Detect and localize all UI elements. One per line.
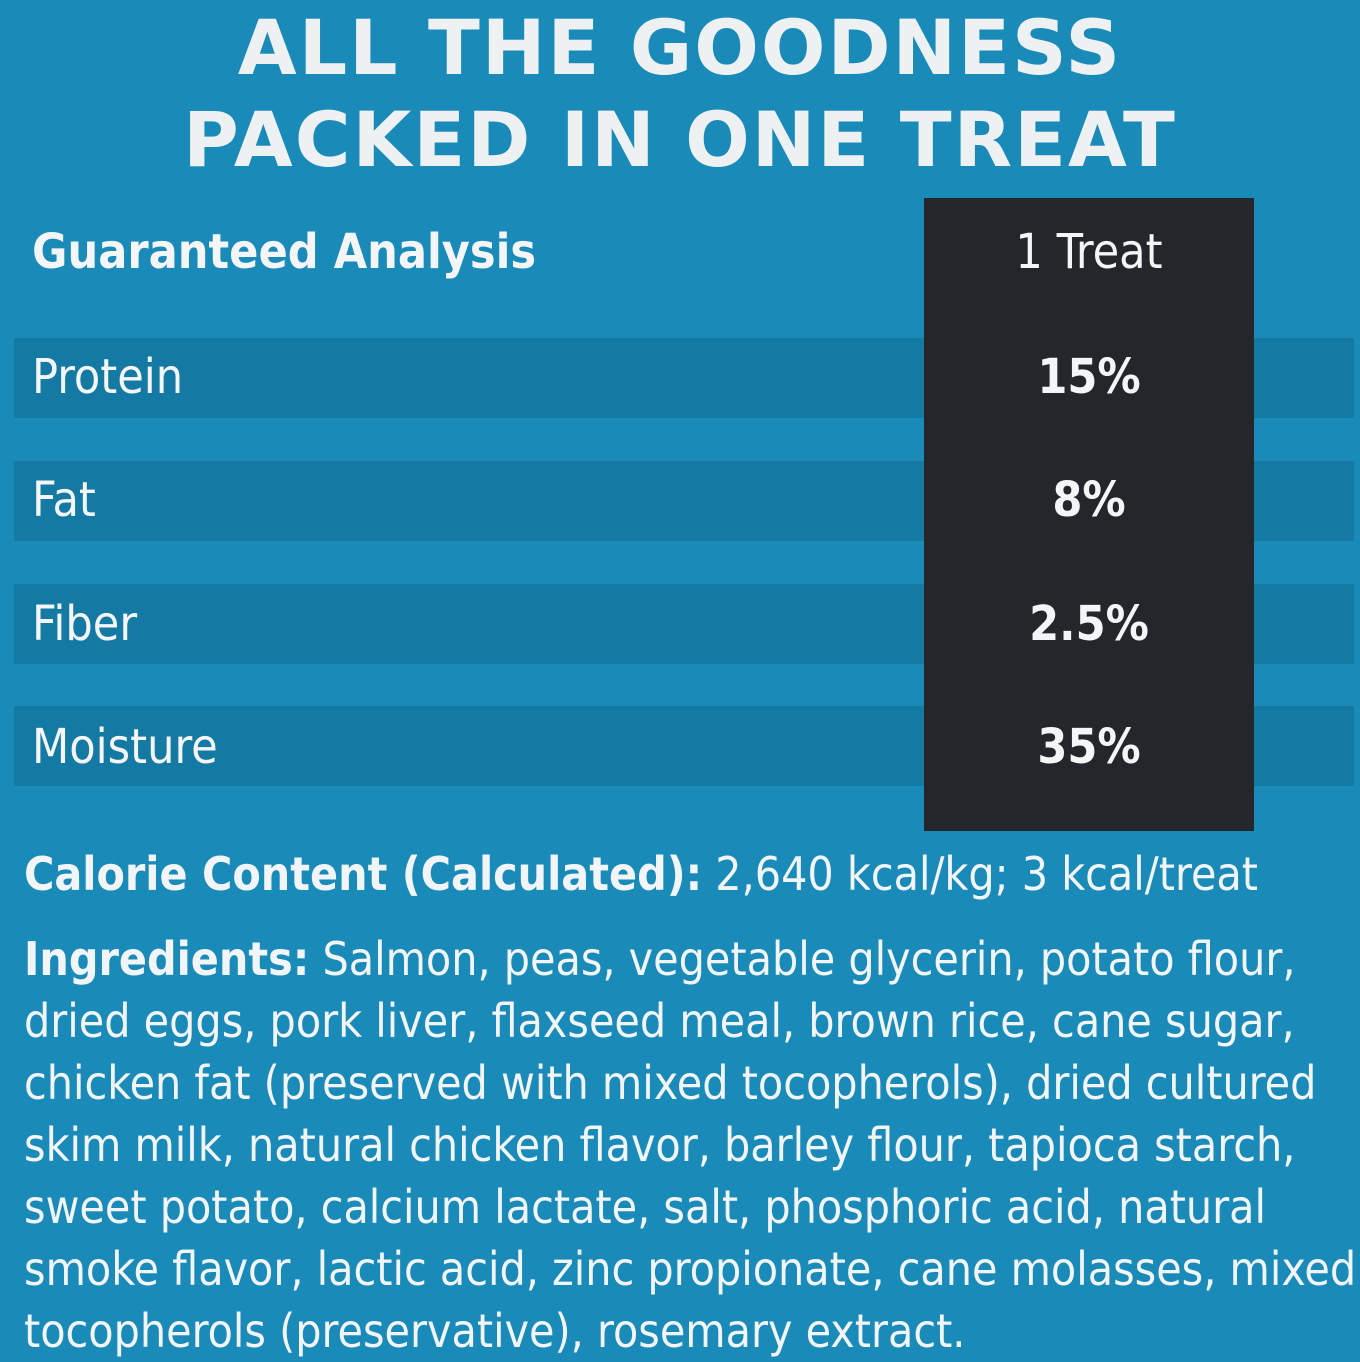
- row-label-fat: Fat: [32, 472, 96, 528]
- analysis-header-value: 1 Treat: [1015, 224, 1163, 280]
- ingredients-line: skim milk, natural chicken flavor, barle…: [24, 1118, 1296, 1172]
- calorie-value: 2,640 kcal/kg; 3 kcal/treat: [702, 847, 1258, 901]
- ingredients-line: tocopherols (preservative), rosemary ext…: [24, 1304, 966, 1358]
- ingredients-line: sweet potato, calcium lactate, salt, pho…: [24, 1180, 1266, 1234]
- ingredients-block: Ingredients: Salmon, peas, vegetable gly…: [24, 928, 1357, 1362]
- row-label-fiber: Fiber: [32, 596, 138, 652]
- headline-line-1: ALL THE GOODNESS: [237, 3, 1123, 92]
- row-value-fat: 8%: [1052, 472, 1126, 528]
- calorie-content: Calorie Content (Calculated): 2,640 kcal…: [24, 844, 1344, 904]
- ingredients-line: dried eggs, pork liver, flaxseed meal, b…: [24, 994, 1295, 1048]
- row-value-moisture: 35%: [1037, 719, 1141, 775]
- row-label-moisture: Moisture: [32, 719, 218, 775]
- ingredients-line: Ingredients: Salmon, peas, vegetable gly…: [24, 932, 1296, 986]
- row-label-protein: Protein: [32, 349, 184, 405]
- analysis-header-label: Guaranteed Analysis: [32, 224, 537, 280]
- ingredients-line: smoke flavor, lactic acid, zinc propiona…: [24, 1242, 1357, 1296]
- ingredients-line: chicken fat (preserved with mixed tocoph…: [24, 1056, 1317, 1110]
- row-value-protein: 15%: [1037, 349, 1141, 405]
- headline-line-2: PACKED IN ONE TREAT: [183, 95, 1177, 184]
- calorie-label: Calorie Content (Calculated):: [24, 847, 703, 901]
- row-value-fiber: 2.5%: [1029, 596, 1149, 652]
- ingredients-label: Ingredients:: [24, 932, 310, 986]
- value-column: [924, 198, 1254, 831]
